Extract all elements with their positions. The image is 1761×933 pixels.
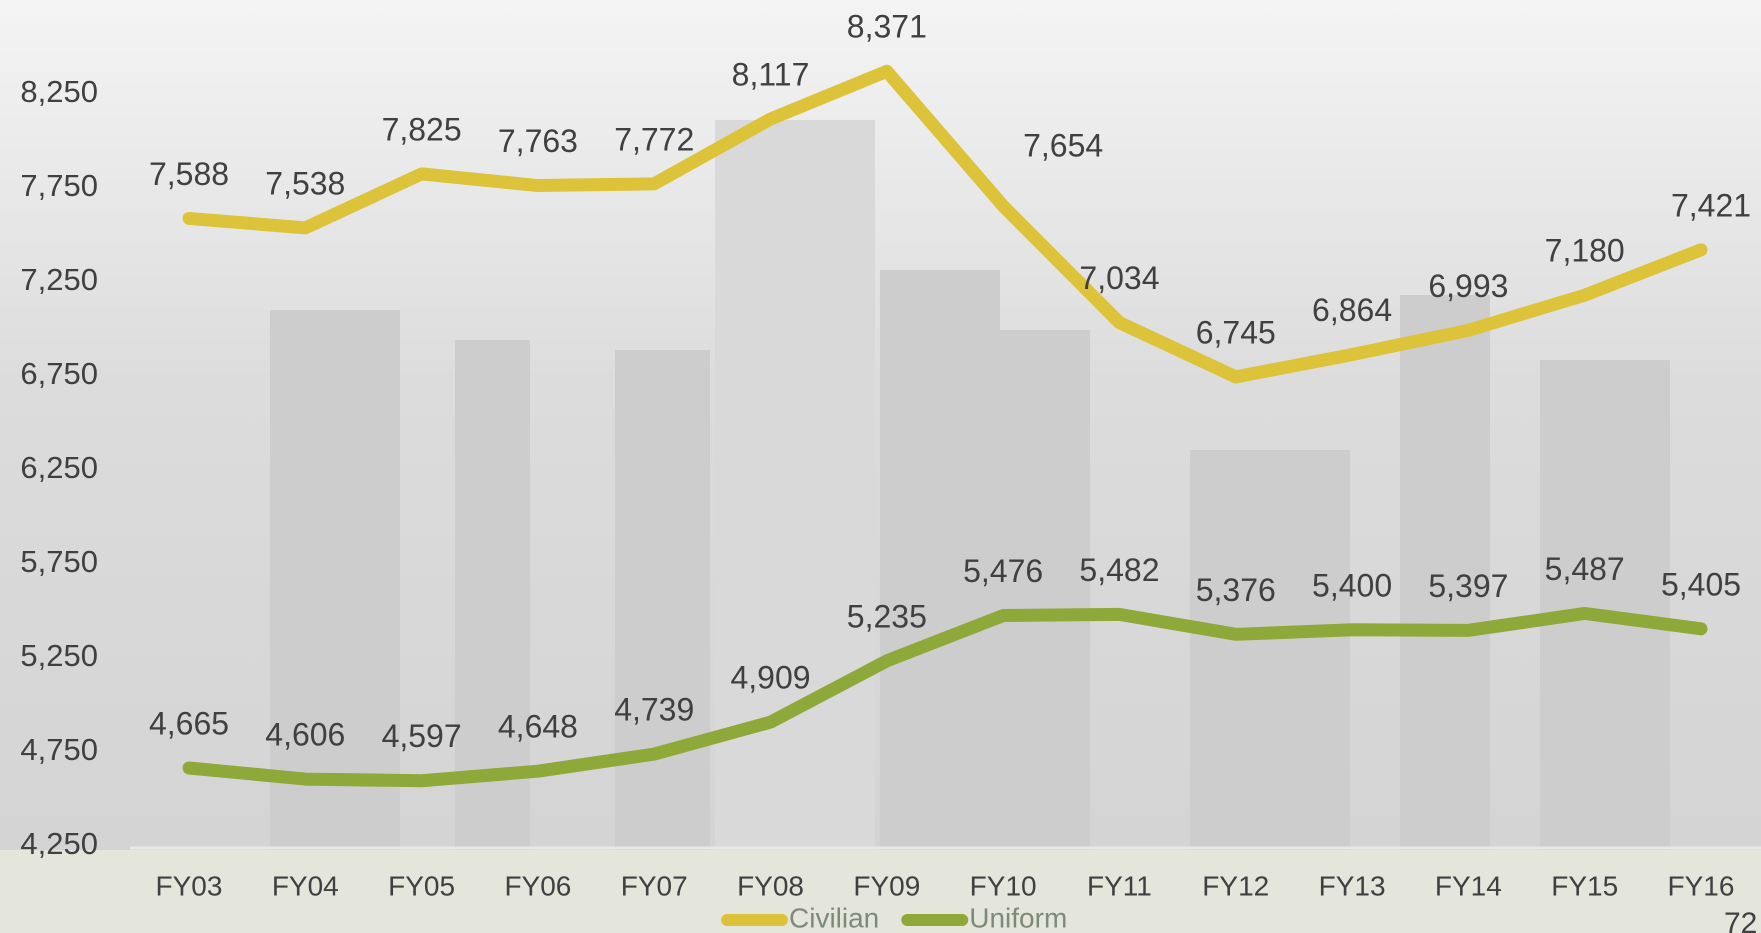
data-label: 8,117 — [732, 56, 810, 92]
y-tick-label: 8,250 — [20, 74, 98, 109]
x-tick-label: FY03 — [156, 870, 223, 901]
y-tick-label: 5,250 — [20, 638, 98, 673]
y-tick-label: 5,750 — [20, 544, 98, 579]
data-label: 7,588 — [149, 156, 229, 192]
x-tick-label: FY10 — [970, 870, 1037, 901]
data-label: 4,606 — [265, 717, 345, 753]
data-label: 7,825 — [382, 111, 462, 147]
data-label: 7,654 — [1023, 128, 1103, 164]
legend-label: Civilian — [789, 902, 879, 933]
data-label: 6,745 — [1196, 314, 1276, 350]
page: 4,250 4,750 5,250 5,750 6,250 6,750 7,250 7,750… — [0, 0, 1761, 933]
x-tick-label: FY14 — [1435, 870, 1502, 901]
data-label: 5,397 — [1428, 568, 1508, 604]
x-tick-label: FY11 — [1087, 870, 1152, 901]
y-tick-label: 4,750 — [20, 732, 98, 767]
data-label: 7,180 — [1545, 233, 1625, 269]
x-tick-label: FY06 — [504, 870, 571, 901]
data-label: 4,909 — [730, 660, 810, 696]
y-tick-label: 7,750 — [20, 168, 98, 203]
data-label: 5,376 — [1196, 572, 1276, 608]
data-label: 7,772 — [614, 121, 694, 157]
x-tick-label: FY04 — [272, 870, 339, 901]
y-tick-label: 6,250 — [20, 450, 98, 485]
legend-label: Uniform — [969, 902, 1067, 933]
data-label: 5,487 — [1545, 551, 1625, 587]
data-label: 5,235 — [847, 598, 927, 634]
data-label: 4,665 — [149, 705, 229, 741]
x-tick-label: FY13 — [1319, 870, 1386, 901]
x-tick-label: FY08 — [737, 870, 804, 901]
data-label: 4,739 — [614, 692, 694, 728]
data-label: 6,993 — [1428, 268, 1508, 304]
x-tick-label: FY07 — [621, 870, 688, 901]
x-tick-label: FY16 — [1668, 870, 1735, 901]
data-label: 7,034 — [1079, 260, 1159, 296]
data-label: 5,482 — [1079, 552, 1159, 588]
y-tick-label: 7,250 — [20, 262, 98, 297]
x-tick-label: FY09 — [853, 870, 920, 901]
y-tick-label: 4,250 — [20, 826, 98, 861]
x-tick-label: FY15 — [1551, 870, 1618, 901]
data-label: 7,763 — [498, 123, 578, 159]
data-label: 5,405 — [1661, 566, 1741, 602]
data-label: 4,597 — [382, 718, 462, 754]
y-tick-label: 6,750 — [20, 356, 98, 391]
x-tick-label: FY12 — [1202, 870, 1269, 901]
data-label: 5,400 — [1312, 567, 1392, 603]
page-number: 72 — [1724, 907, 1757, 933]
data-label: 7,421 — [1671, 187, 1751, 223]
data-label: 6,864 — [1312, 292, 1392, 328]
x-tick-label: FY05 — [388, 870, 455, 901]
data-label: 4,648 — [498, 709, 578, 745]
data-label: 5,476 — [963, 553, 1043, 589]
data-label: 8,371 — [847, 9, 927, 45]
data-label: 7,538 — [265, 165, 345, 201]
chart: 4,250 4,750 5,250 5,750 6,250 6,750 7,250 7,750… — [0, 0, 1761, 933]
